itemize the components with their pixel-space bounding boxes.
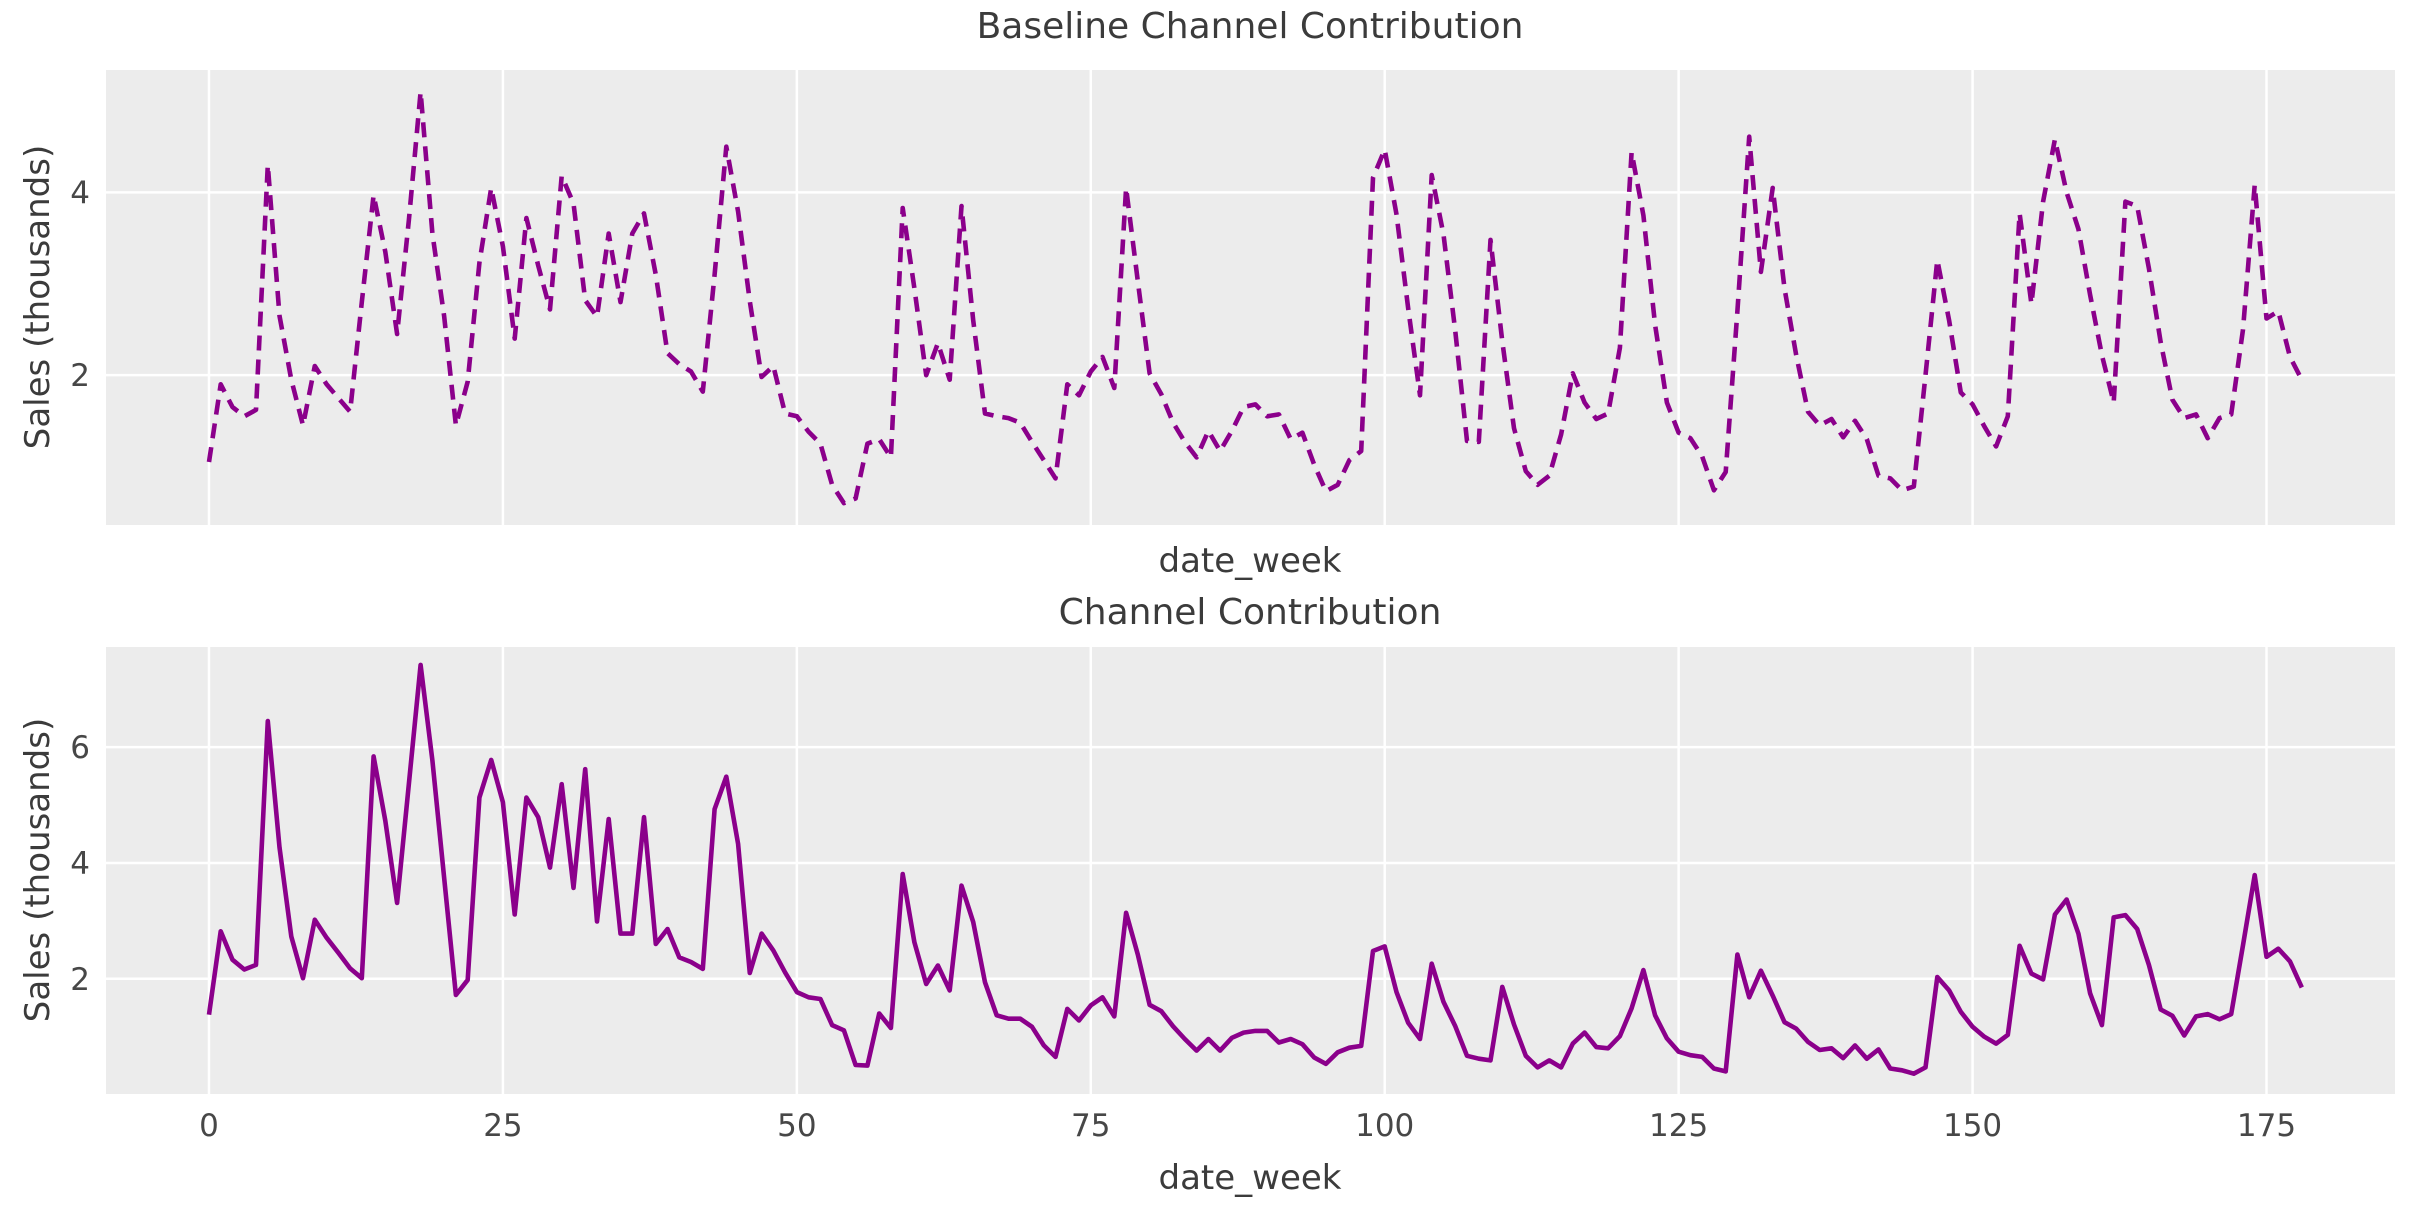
y-tick-label: 6 [70,730,90,766]
chart2-title: Channel Contribution [1058,592,1442,633]
chart2-x-axis-label: date_week [1158,1158,1342,1198]
series-line [206,89,2304,506]
x-tick-label: 150 [1943,1108,2002,1144]
chart1-x-axis-label: date_week [1158,541,1342,581]
x-tick-label: 75 [1071,1108,1110,1144]
x-tick-label: 125 [1649,1108,1708,1144]
x-tick-label: 100 [1355,1108,1414,1144]
x-tick-label: 50 [777,1108,816,1144]
y-tick-label: 4 [70,175,90,211]
chart1-title: Baseline Channel Contribution [976,6,1524,47]
x-tick-label: 0 [199,1108,219,1144]
y-tick-label: 2 [70,962,90,998]
x-tick-label: 25 [483,1108,522,1144]
y-tick-label: 4 [70,846,90,882]
series-line [206,662,2304,1076]
plot-background [106,647,2395,1094]
x-tick-label: 175 [2237,1108,2296,1144]
y-tick-label: 2 [70,358,90,394]
